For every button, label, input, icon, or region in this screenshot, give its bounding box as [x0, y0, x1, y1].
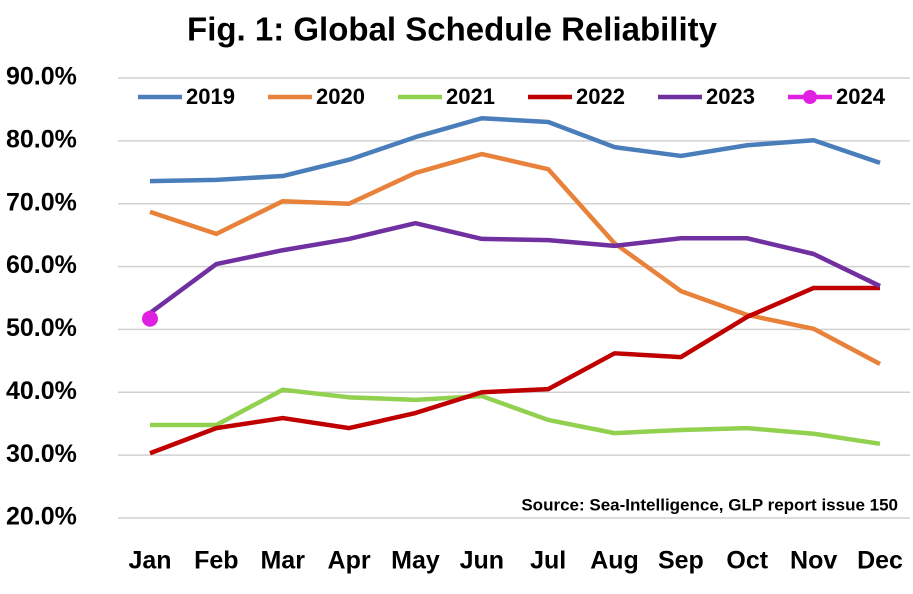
y-tick-label: 80.0% — [6, 125, 77, 153]
x-tick-label: Nov — [790, 547, 837, 575]
x-tick-label: Jul — [530, 547, 566, 575]
x-tick-label: Sep — [658, 547, 704, 575]
x-tick-label: Jan — [128, 547, 171, 575]
x-tick-label: Oct — [726, 547, 768, 575]
series-line — [150, 387, 881, 447]
series-line — [149, 151, 882, 366]
y-tick-label: 20.0% — [6, 503, 77, 531]
y-tick-label: 40.0% — [6, 377, 77, 405]
x-tick-label: Mar — [260, 547, 305, 575]
x-tick-label: May — [391, 547, 440, 575]
point-marker — [142, 310, 158, 327]
legend-label: 2021 — [446, 84, 495, 109]
y-tick-label: 30.0% — [6, 440, 77, 468]
series-line — [149, 285, 880, 456]
x-tick-label: Jun — [460, 547, 504, 575]
x-tick-label: Feb — [194, 547, 238, 575]
x-tick-label: Apr — [328, 547, 371, 575]
y-tick-label: 70.0% — [6, 188, 77, 216]
legend-marker — [803, 90, 817, 104]
x-tick-label: Aug — [590, 547, 639, 575]
legend-label: 2024 — [836, 84, 886, 109]
series-line — [148, 220, 881, 315]
y-tick-label: 60.0% — [6, 251, 77, 279]
legend-label: 2020 — [316, 84, 365, 109]
source-note: Source: Sea-Intelligence, GLP report iss… — [521, 495, 898, 514]
series-line — [149, 115, 881, 184]
legend-label: 2023 — [706, 84, 755, 109]
x-tick-label: Dec — [857, 547, 903, 575]
legend-label: 2019 — [186, 84, 235, 109]
y-tick-label: 50.0% — [6, 314, 77, 342]
legend-label: 2022 — [576, 84, 625, 109]
chart-title: Fig. 1: Global Schedule Reliability — [187, 11, 718, 48]
y-tick-label: 90.0% — [6, 63, 77, 91]
